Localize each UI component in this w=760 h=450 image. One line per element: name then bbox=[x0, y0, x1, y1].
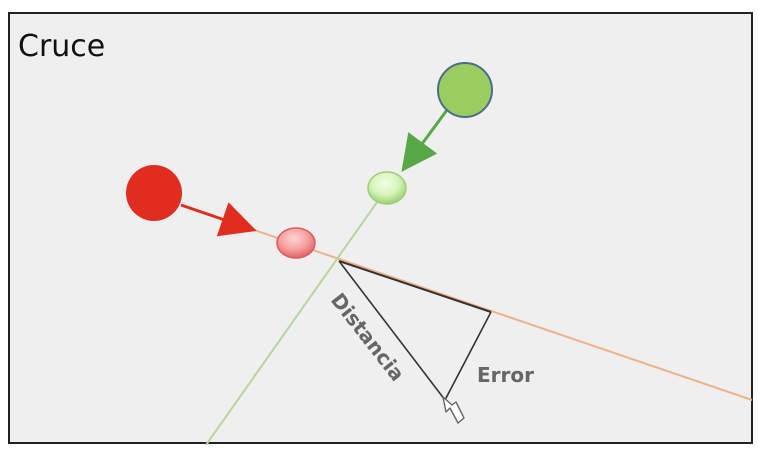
red-trajectory-line bbox=[180, 204, 753, 401]
error-label: Error bbox=[477, 363, 534, 387]
green-predicted-position bbox=[367, 171, 407, 205]
green-object bbox=[437, 62, 493, 118]
construction-base-line bbox=[338, 260, 492, 313]
green-motion-arrow bbox=[401, 109, 449, 172]
green-trajectory-line bbox=[205, 187, 388, 446]
red-predicted-position bbox=[276, 227, 316, 259]
diagram-panel bbox=[8, 12, 753, 444]
error-line bbox=[444, 311, 492, 401]
red-motion-arrow bbox=[180, 202, 257, 237]
hollow-arrow-cursor-icon bbox=[442, 396, 465, 424]
diagram-title: Cruce bbox=[18, 29, 105, 64]
distance-line bbox=[338, 260, 446, 401]
red-object bbox=[126, 165, 182, 221]
